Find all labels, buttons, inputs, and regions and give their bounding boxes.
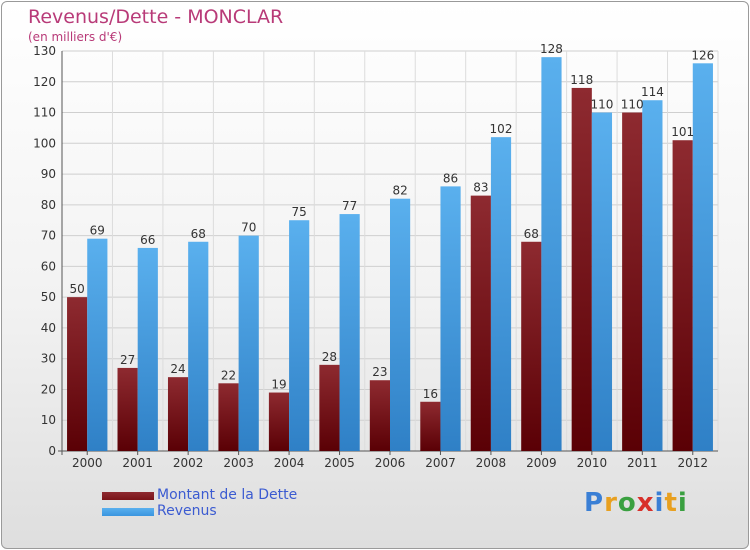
bar-revenue bbox=[541, 57, 562, 452]
x-tick-label: 2009 bbox=[526, 456, 557, 470]
bar-debt bbox=[117, 367, 138, 451]
legend-swatch-debt bbox=[102, 492, 154, 500]
logo-letter: P bbox=[584, 488, 605, 518]
bar-debt bbox=[268, 392, 290, 451]
bar-value-label: 68 bbox=[191, 227, 206, 241]
bar-debt bbox=[218, 383, 239, 451]
bar-value-label: 126 bbox=[691, 48, 714, 62]
bar-revenue bbox=[339, 214, 360, 451]
logo-letter: o bbox=[617, 488, 637, 518]
y-tick-label: 130 bbox=[33, 44, 56, 58]
bar-value-label: 24 bbox=[170, 362, 185, 376]
bar-revenue bbox=[440, 186, 461, 451]
y-tick-label: 120 bbox=[33, 75, 56, 89]
logo-letter: x bbox=[636, 488, 655, 518]
bar-value-label: 68 bbox=[524, 227, 539, 241]
bar-debt bbox=[319, 364, 340, 451]
chart-title: Revenus/Dette - MONCLAR bbox=[28, 6, 284, 28]
legend-swatch-revenue bbox=[102, 508, 154, 516]
bar-value-label: 86 bbox=[443, 171, 458, 185]
x-tick-label: 2002 bbox=[173, 456, 204, 470]
bar-debt bbox=[67, 297, 88, 451]
x-tick-label: 2003 bbox=[223, 456, 254, 470]
bar-value-label: 102 bbox=[490, 122, 513, 136]
x-tick-label: 2000 bbox=[72, 456, 103, 470]
bar-value-label: 110 bbox=[590, 98, 613, 112]
y-tick-label: 60 bbox=[41, 259, 56, 273]
y-tick-label: 110 bbox=[33, 106, 56, 120]
bar-revenue bbox=[692, 63, 713, 452]
bar-revenue bbox=[238, 235, 259, 451]
bar-value-label: 114 bbox=[641, 85, 664, 99]
bar-revenue bbox=[490, 137, 512, 451]
bar-debt bbox=[571, 87, 592, 451]
logo-letter: r bbox=[604, 488, 618, 518]
y-tick-label: 50 bbox=[41, 290, 56, 304]
bar-value-label: 82 bbox=[392, 184, 407, 198]
bars bbox=[67, 57, 713, 452]
bar-revenue bbox=[289, 220, 310, 451]
bar-debt bbox=[420, 401, 441, 451]
x-tick-label: 2012 bbox=[677, 456, 708, 470]
bar-revenue bbox=[87, 238, 108, 451]
bar-debt bbox=[470, 195, 491, 451]
x-tick-label: 2007 bbox=[425, 456, 456, 470]
bar-value-label: 101 bbox=[671, 125, 694, 139]
bar-value-label: 23 bbox=[372, 365, 387, 379]
x-tick-label: 2010 bbox=[577, 456, 608, 470]
bar-value-label: 22 bbox=[221, 368, 236, 382]
bar-value-label: 118 bbox=[570, 73, 593, 87]
logo-letter: i bbox=[677, 488, 688, 518]
bar-revenue bbox=[591, 112, 613, 452]
bar-value-label: 28 bbox=[322, 350, 337, 364]
x-tick-label: 2001 bbox=[122, 456, 153, 470]
bar-value-label: 75 bbox=[292, 205, 307, 219]
bar-value-label: 27 bbox=[120, 353, 135, 367]
y-tick-label: 40 bbox=[41, 321, 56, 335]
x-tick-label: 2005 bbox=[324, 456, 355, 470]
x-tick-label: 2004 bbox=[274, 456, 305, 470]
bar-value-label: 70 bbox=[241, 221, 256, 235]
x-tick-label: 2008 bbox=[476, 456, 507, 470]
bar-value-label: 66 bbox=[140, 233, 155, 247]
data-labels: 50 69 27 66 24 68 22 70 19 75 28 77 23 82 16 86 83 102 68 1… bbox=[69, 42, 714, 401]
bar-value-label: 69 bbox=[90, 224, 105, 238]
legend-label-revenue: Revenus bbox=[157, 503, 217, 519]
logo-letter: t bbox=[664, 488, 678, 518]
bar-value-label: 16 bbox=[423, 387, 438, 401]
bar-value-label: 50 bbox=[69, 282, 84, 296]
bar-debt bbox=[521, 241, 542, 451]
bar-debt bbox=[369, 380, 390, 451]
y-tick-label: 0 bbox=[48, 444, 56, 458]
y-tick-label: 20 bbox=[41, 382, 56, 396]
bar-value-label: 77 bbox=[342, 199, 357, 213]
bar-value-label: 83 bbox=[473, 181, 488, 195]
y-tick-label: 30 bbox=[41, 352, 56, 366]
legend-label-debt: Montant de la Dette bbox=[157, 487, 298, 503]
bar-value-label: 128 bbox=[540, 42, 563, 56]
y-tick-label: 70 bbox=[41, 229, 56, 243]
bar-revenue bbox=[642, 100, 663, 451]
bar-debt bbox=[672, 140, 693, 451]
x-tick-label: 2006 bbox=[375, 456, 406, 470]
proxiti-logo: Proxiti bbox=[584, 488, 688, 518]
axes: 0 10 20 30 40 50 60 70 80 90 100 110 120 130 2000 2001 2… bbox=[33, 44, 718, 470]
bar-value-label: 19 bbox=[271, 378, 286, 392]
bar-revenue bbox=[137, 247, 158, 451]
logo-letter: i bbox=[654, 488, 665, 518]
x-tick-label: 2011 bbox=[627, 456, 658, 470]
y-tick-label: 10 bbox=[41, 413, 56, 427]
y-tick-label: 80 bbox=[41, 198, 56, 212]
bar-value-label: 110 bbox=[621, 98, 644, 112]
bar-revenue bbox=[188, 241, 209, 451]
chart-subtitle: (en milliers d'€) bbox=[28, 30, 123, 44]
bar-debt bbox=[167, 377, 189, 451]
bar-revenue bbox=[390, 198, 411, 451]
bar-debt bbox=[622, 112, 643, 452]
y-tick-label: 90 bbox=[41, 167, 56, 181]
y-tick-label: 100 bbox=[33, 136, 56, 150]
